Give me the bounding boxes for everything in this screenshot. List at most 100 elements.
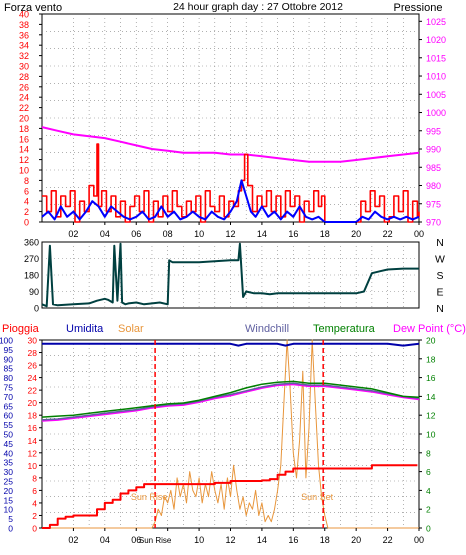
compass-label: N (436, 237, 444, 249)
x-tick-label: 16 (288, 229, 298, 239)
rain-axis-tick-label: 28 (28, 348, 38, 358)
wind-axis-tick-label: 6 (24, 186, 29, 196)
pressure-axis-tick-label: 1020 (426, 35, 446, 45)
wind-axis-tick-label: 16 (19, 134, 29, 144)
temperature-axis-tick-label: 16 (426, 373, 436, 383)
wind-axis-tick-label: 2 (24, 207, 29, 217)
humidity-axis-tick-label: 5 (8, 514, 13, 524)
legend: Pioggia Umidita Solar Windchill Temperatura D… (2, 323, 466, 335)
rain-axis-tick-label: 16 (28, 423, 38, 433)
pressure-axis-title: Pressione (394, 2, 443, 14)
humidity-axis-tick-label: 0 (8, 524, 13, 534)
temp-humidity-series (41, 339, 420, 529)
rain-axis-tick-label: 6 (32, 486, 37, 496)
x-tick-label: 22 (383, 229, 393, 239)
legend-entry: Temperatura (313, 323, 376, 335)
wind-axis-title: Forza vento (4, 2, 62, 14)
rain-axis-tick-label: 24 (28, 373, 38, 383)
wind-axis-tick-label: 24 (19, 93, 29, 103)
direction-axis-tick-label: 360 (24, 238, 39, 248)
wind-axis-tick-label: 18 (19, 124, 29, 134)
rain-series-line (42, 464, 418, 529)
humidity-axis-tick-label: 10 (4, 505, 14, 515)
pressure-axis-ticks: 970 975 980 985 990 995 1000 1005 1010 1015 1020 10… (419, 17, 446, 228)
temp-humidity-chart: 0510152025303540455055606570758085909510… (0, 336, 436, 546)
legend-entry: Solar (118, 323, 144, 335)
rain-axis-tick-label: 12 (28, 448, 38, 458)
wind-axis-tick-label: 22 (19, 103, 29, 113)
temperature-axis-tick-label: 20 (426, 336, 436, 346)
wind-axis-tick-label: 34 (19, 41, 29, 51)
wind-pressure-x-ticks: 02 04 06 08 10 12 14 16 18 20 22 00 (68, 222, 424, 239)
wind-axis-tick-label: 28 (19, 72, 29, 82)
rain-axis-tick-label: 8 (32, 473, 37, 483)
rain-axis-tick-label: 10 (28, 461, 38, 471)
humidity-axis-tick-label: 30 (4, 467, 14, 477)
rain-axis-tick-label: 30 (28, 336, 38, 346)
windchill-series-line (41, 382, 420, 421)
humidity-axis-tick-label: 25 (4, 477, 14, 487)
x-tick-label: 04 (100, 535, 110, 545)
pressure-axis-tick-label: 1015 (426, 53, 446, 63)
wind-pressure-grid (42, 14, 419, 222)
x-tick-label: 10 (194, 229, 204, 239)
compass-label: E (436, 287, 443, 299)
direction-axis-tick-label: 0 (34, 304, 39, 314)
legend-entry: Pioggia (2, 323, 40, 335)
wind-axis-tick-label: 36 (19, 30, 29, 40)
humidity-axis-ticks: 0510152025303540455055606570758085909510… (0, 336, 13, 534)
temperature-axis-tick-label: 10 (426, 430, 436, 440)
temperature-axis-tick-label: 0 (426, 524, 431, 534)
x-tick-label: 22 (383, 535, 393, 545)
wind-axis-tick-label: 10 (19, 166, 29, 176)
rain-axis-tick-label: 4 (32, 498, 37, 508)
x-tick-label: 06 (131, 535, 141, 545)
temperature-axis-tick-label: 14 (426, 392, 436, 402)
sun-marker-label: Sun Rise (131, 492, 168, 502)
direction-series-line (41, 242, 419, 308)
pressure-axis-tick-label: 985 (426, 163, 441, 173)
wind-direction-series (41, 242, 419, 308)
wind-axis-tick-label: 4 (24, 197, 29, 207)
rain-axis-tick-label: 14 (28, 436, 38, 446)
x-tick-label: 14 (257, 229, 267, 239)
sun-rise-axis-label: Sun Rise (139, 536, 172, 545)
humidity-axis-tick-label: 95 (4, 345, 14, 355)
rain-axis-tick-label: 22 (28, 386, 38, 396)
pressure-axis-tick-label: 990 (426, 145, 441, 155)
x-tick-label: 20 (351, 229, 361, 239)
x-tick-label: 02 (68, 229, 78, 239)
temperature-axis-tick-label: 8 (426, 448, 431, 458)
humidity-axis-tick-label: 55 (4, 420, 14, 430)
temperature-axis-tick-label: 6 (426, 467, 431, 477)
x-tick-label: 20 (351, 535, 361, 545)
x-tick-label: 18 (320, 535, 330, 545)
x-tick-label: 08 (163, 229, 173, 239)
legend-entry: Windchill (245, 323, 289, 335)
legend-entry: Dew Point (°C) (393, 323, 466, 335)
humidity-axis-tick-label: 100 (0, 336, 13, 346)
humidity-axis-tick-label: 15 (4, 495, 14, 505)
humidity-axis-tick-label: 45 (4, 439, 14, 449)
temperature-series-line (41, 380, 420, 418)
pressure-axis-tick-label: 1025 (426, 17, 446, 27)
x-tick-label: 02 (68, 535, 78, 545)
wind-axis-tick-label: 26 (19, 82, 29, 92)
sun-marker-label: Sun Set (301, 492, 334, 502)
rain-axis-tick-label: 18 (28, 411, 38, 421)
wind-direction-grid (42, 242, 419, 308)
direction-axis-tick-label: 270 (24, 254, 39, 264)
pressure-axis-tick-label: 1000 (426, 108, 446, 118)
rain-axis-tick-label: 0 (32, 524, 37, 534)
graph-title: 24 hour graph day : 27 Ottobre 2012 (173, 1, 343, 13)
compass-label: W (435, 254, 445, 266)
humidity-axis-tick-label: 50 (4, 430, 14, 440)
x-tick-label: 00 (414, 229, 424, 239)
legend-entry: Umidita (66, 323, 104, 335)
